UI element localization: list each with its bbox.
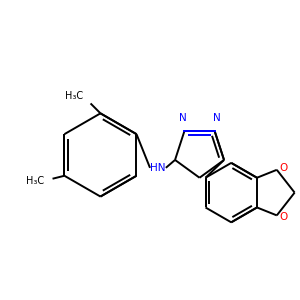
Text: H₃C: H₃C <box>64 91 82 100</box>
Text: O: O <box>280 163 288 173</box>
Text: H₃C: H₃C <box>26 176 45 186</box>
Text: O: O <box>280 212 288 222</box>
Text: N: N <box>213 113 220 123</box>
Text: N: N <box>178 113 186 123</box>
Text: HN: HN <box>150 163 166 173</box>
